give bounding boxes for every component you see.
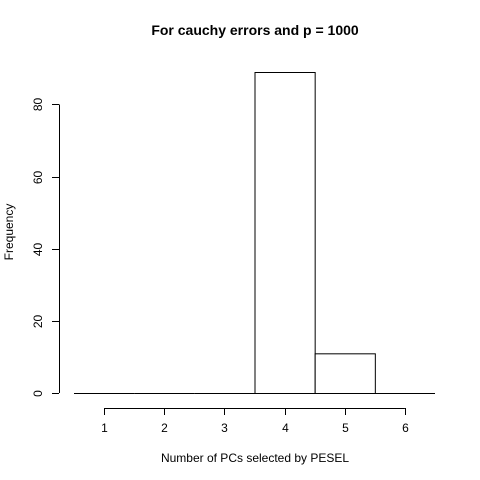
y-tick-label: 60	[31, 171, 45, 185]
y-axis: 0 20 40 60 80	[31, 98, 60, 397]
y-axis-label: Frequency	[2, 204, 16, 261]
x-tick-label: 2	[161, 421, 168, 435]
x-tick-label: 5	[342, 421, 349, 435]
bars-group	[74, 72, 435, 394]
x-axis: 1 2 3 4 5 6	[101, 408, 409, 435]
x-tick-label: 4	[282, 421, 289, 435]
chart-title: For cauchy errors and p = 1000	[151, 22, 359, 38]
y-tick-label: 0	[31, 390, 45, 397]
y-tick-label: 20	[31, 315, 45, 329]
y-tick-label: 40	[31, 243, 45, 257]
histogram-bar-4	[254, 72, 316, 394]
x-tick-label: 1	[101, 421, 108, 435]
y-tick-label: 80	[31, 98, 45, 112]
x-tick-label: 3	[221, 421, 228, 435]
histogram-bar-5	[314, 353, 376, 394]
x-axis-label: Number of PCs selected by PESEL	[161, 451, 349, 465]
x-tick-label: 6	[402, 421, 409, 435]
